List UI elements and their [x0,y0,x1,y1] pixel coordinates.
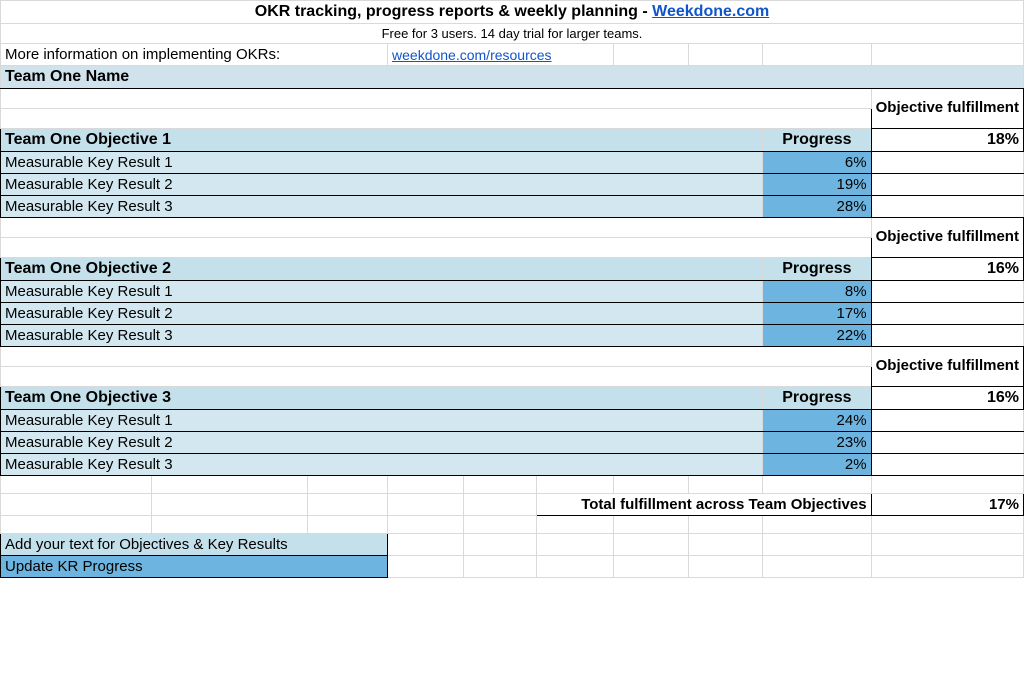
kr-name[interactable]: Measurable Key Result 2 [1,303,763,325]
objective-fulfillment-value: 16% [871,387,1023,410]
title-link[interactable]: Weekdone.com [652,3,769,20]
progress-header: Progress [763,387,871,410]
objective-fulfillment-value: 18% [871,129,1023,152]
info-label: More information on implementing OKRs: [1,44,388,66]
kr-name[interactable]: Measurable Key Result 3 [1,196,763,218]
progress-header: Progress [763,258,871,281]
legend-objectives: Add your text for Objectives & Key Resul… [1,534,388,556]
okr-spreadsheet: OKR tracking, progress reports & weekly … [0,0,1024,578]
objective-name[interactable]: Team One Objective 3 [1,387,763,410]
objective-fulfillment-header: Objective fulfillment [871,347,1023,387]
kr-value[interactable]: 2% [763,454,871,476]
kr-value[interactable]: 6% [763,152,871,174]
info-link[interactable]: weekdone.com/resources [392,47,552,63]
team-name[interactable]: Team One Name [1,66,1024,89]
kr-name[interactable]: Measurable Key Result 1 [1,152,763,174]
kr-name[interactable]: Measurable Key Result 3 [1,454,763,476]
kr-value[interactable]: 17% [763,303,871,325]
objective-name[interactable]: Team One Objective 2 [1,258,763,281]
objective-fulfillment-value: 16% [871,258,1023,281]
kr-name[interactable]: Measurable Key Result 2 [1,432,763,454]
legend-progress: Update KR Progress [1,556,388,578]
sheet-subtitle: Free for 3 users. 14 day trial for large… [1,24,1024,44]
kr-value[interactable]: 19% [763,174,871,196]
progress-header: Progress [763,129,871,152]
objective-fulfillment-header: Objective fulfillment [871,89,1023,129]
kr-name[interactable]: Measurable Key Result 1 [1,281,763,303]
total-fulfillment-label: Total fulfillment across Team Objectives [537,494,871,516]
sheet-title: OKR tracking, progress reports & weekly … [1,1,1024,24]
title-prefix: OKR tracking, progress reports & weekly … [255,3,652,20]
kr-value[interactable]: 24% [763,410,871,432]
kr-name[interactable]: Measurable Key Result 1 [1,410,763,432]
info-link-cell: weekdone.com/resources [388,44,614,66]
objective-name[interactable]: Team One Objective 1 [1,129,763,152]
kr-value[interactable]: 23% [763,432,871,454]
kr-value[interactable]: 22% [763,325,871,347]
kr-value[interactable]: 28% [763,196,871,218]
kr-name[interactable]: Measurable Key Result 2 [1,174,763,196]
kr-name[interactable]: Measurable Key Result 3 [1,325,763,347]
kr-value[interactable]: 8% [763,281,871,303]
objective-fulfillment-header: Objective fulfillment [871,218,1023,258]
total-fulfillment-value: 17% [871,494,1023,516]
